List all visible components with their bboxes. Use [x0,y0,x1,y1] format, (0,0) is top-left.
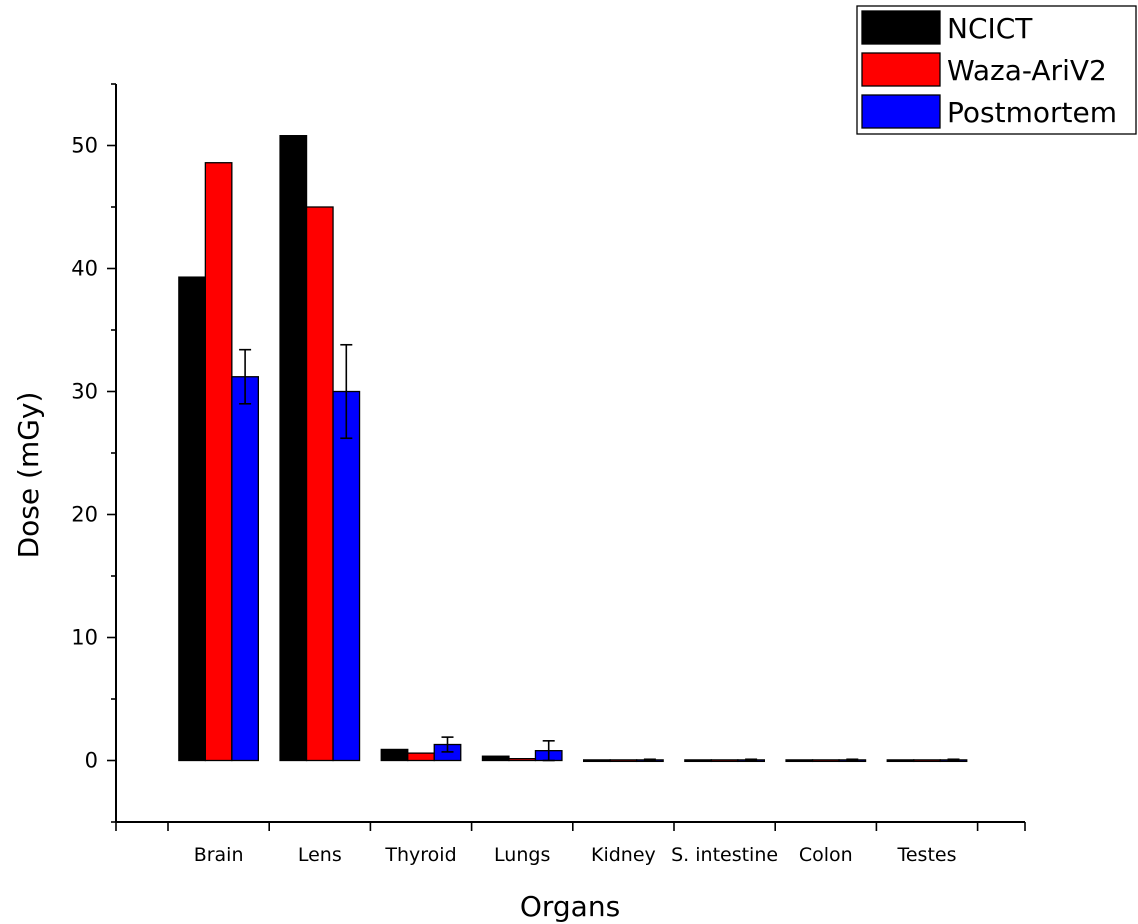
legend-swatch [861,94,941,129]
y-tick-label: 10 [71,626,98,650]
x-category-label: Brain [194,844,244,866]
bar-postmortem-lens [332,390,361,762]
bar-waza-ariv2-kidney [609,759,638,763]
error-bar-testes [947,758,960,762]
axes-layer: 0 10 20 30 40 50 Brain Lens Thyroid Lungs Kidney S.… [71,83,1026,866]
error-bar-kidney [643,758,656,762]
error-bar-lens [340,343,353,440]
legend-swatch [861,52,941,87]
y-tick-label: 0 [85,749,98,773]
legend-swatch [861,10,941,45]
x-category-label: Colon [799,844,853,866]
x-category-label: Lungs [494,844,550,866]
bar-ncict-lungs [481,755,510,762]
x-category-label: Thyroid [384,844,456,866]
bar-ncict-thyroid [380,748,409,762]
bar-waza-ariv2-colon [811,759,840,763]
bars-layer [178,135,968,763]
bar-waza-ariv2-thyroid [407,752,435,762]
y-tick-label: 40 [71,257,98,281]
legend-label: Postmortem [947,96,1117,129]
bar-waza-ariv2-testes [913,759,941,763]
y-tick-label: 50 [71,134,98,158]
error-bar-thyroid [441,736,454,753]
y-axis-title: Dose (mGy) [12,392,45,559]
bar-waza-ariv2-lens [305,206,334,762]
error-bar-brain [239,348,252,405]
error-bar-s-intestine [745,758,758,762]
x-category-label: S. intestine [671,844,778,866]
legend: NCICT Waza-AriV2 Postmortem [856,5,1137,135]
bar-waza-ariv2-s-intestine [710,759,739,763]
bar-ncict-lens [279,135,308,762]
bar-ncict-testes [886,759,915,763]
y-tick-label: 20 [71,503,98,527]
legend-label: Waza-AriV2 [947,54,1107,87]
legend-label: NCICT [947,12,1033,45]
bar-ncict-s-intestine [684,759,712,763]
bar-waza-ariv2-lungs [508,758,537,762]
bar-postmortem-brain [231,376,260,762]
x-category-label: Kidney [591,844,656,866]
bar-waza-ariv2-brain [204,162,233,762]
error-bar-lungs [542,740,555,762]
x-axis-title: Organs [520,890,620,923]
x-category-label: Lens [298,844,342,866]
bar-ncict-colon [785,759,814,763]
error-bar-colon [846,758,859,762]
x-category-label: Testes [896,844,956,866]
error-bars-layer [239,343,960,762]
bar-ncict-kidney [583,759,611,763]
bar-ncict-brain [178,276,207,762]
y-tick-label: 30 [71,380,98,404]
